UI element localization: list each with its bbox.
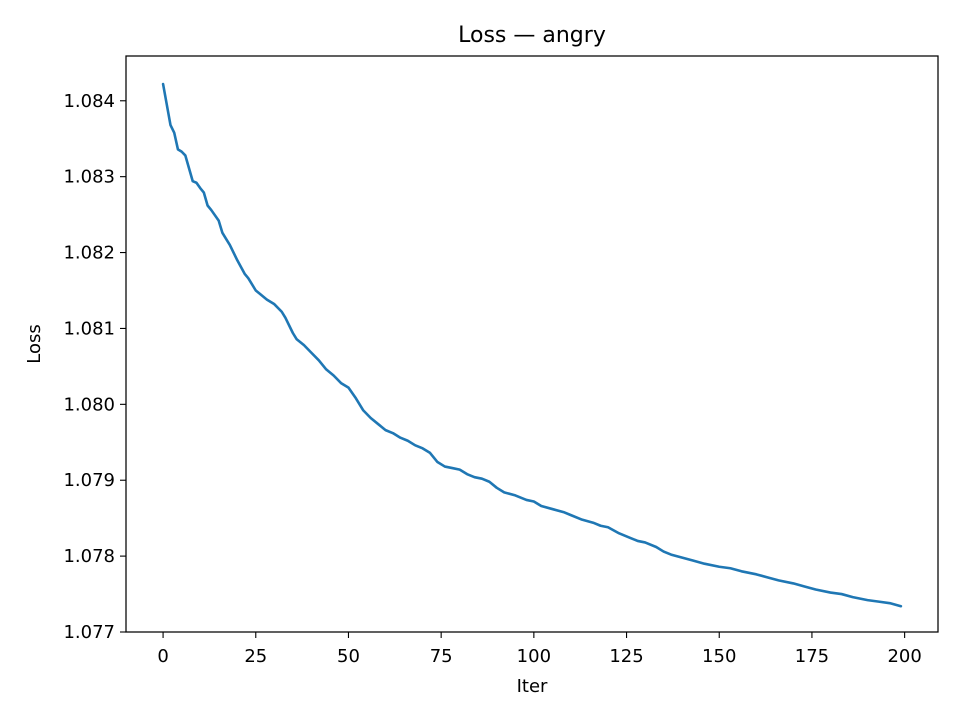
x-tick-label: 75 (430, 646, 453, 667)
y-tick-label: 1.077 (63, 622, 115, 643)
chart-title: Loss — angry (458, 23, 606, 48)
x-tick-label: 175 (795, 646, 829, 667)
x-axis: 0 25 50 75 100 125 150 175 200 (157, 632, 922, 667)
x-tick-label: 125 (609, 646, 643, 667)
plot-frame (125, 55, 939, 633)
y-axis-title: Loss (24, 324, 45, 363)
x-tick-label: 150 (702, 646, 736, 667)
x-tick-label: 50 (337, 646, 360, 667)
y-tick-label: 1.080 (63, 394, 115, 415)
series-layer (161, 82, 903, 608)
loss-series-line (161, 82, 903, 608)
x-tick-label: 25 (244, 646, 267, 667)
y-tick-label: 1.083 (63, 167, 115, 188)
plot-area (125, 55, 939, 633)
y-tick-label: 1.084 (63, 91, 115, 112)
y-tick-label: 1.082 (63, 243, 115, 264)
x-tick-label: 0 (157, 646, 168, 667)
y-tick-label: 1.081 (63, 318, 115, 339)
x-axis-title: Iter (517, 676, 548, 697)
y-tick-label: 1.078 (63, 546, 115, 567)
y-axis: 1.077 1.078 1.079 1.080 1.081 1.082 1.083 1.084 (63, 91, 126, 643)
y-tick-label: 1.079 (63, 470, 115, 491)
x-tick-label: 100 (517, 646, 551, 667)
x-tick-label: 200 (887, 646, 921, 667)
